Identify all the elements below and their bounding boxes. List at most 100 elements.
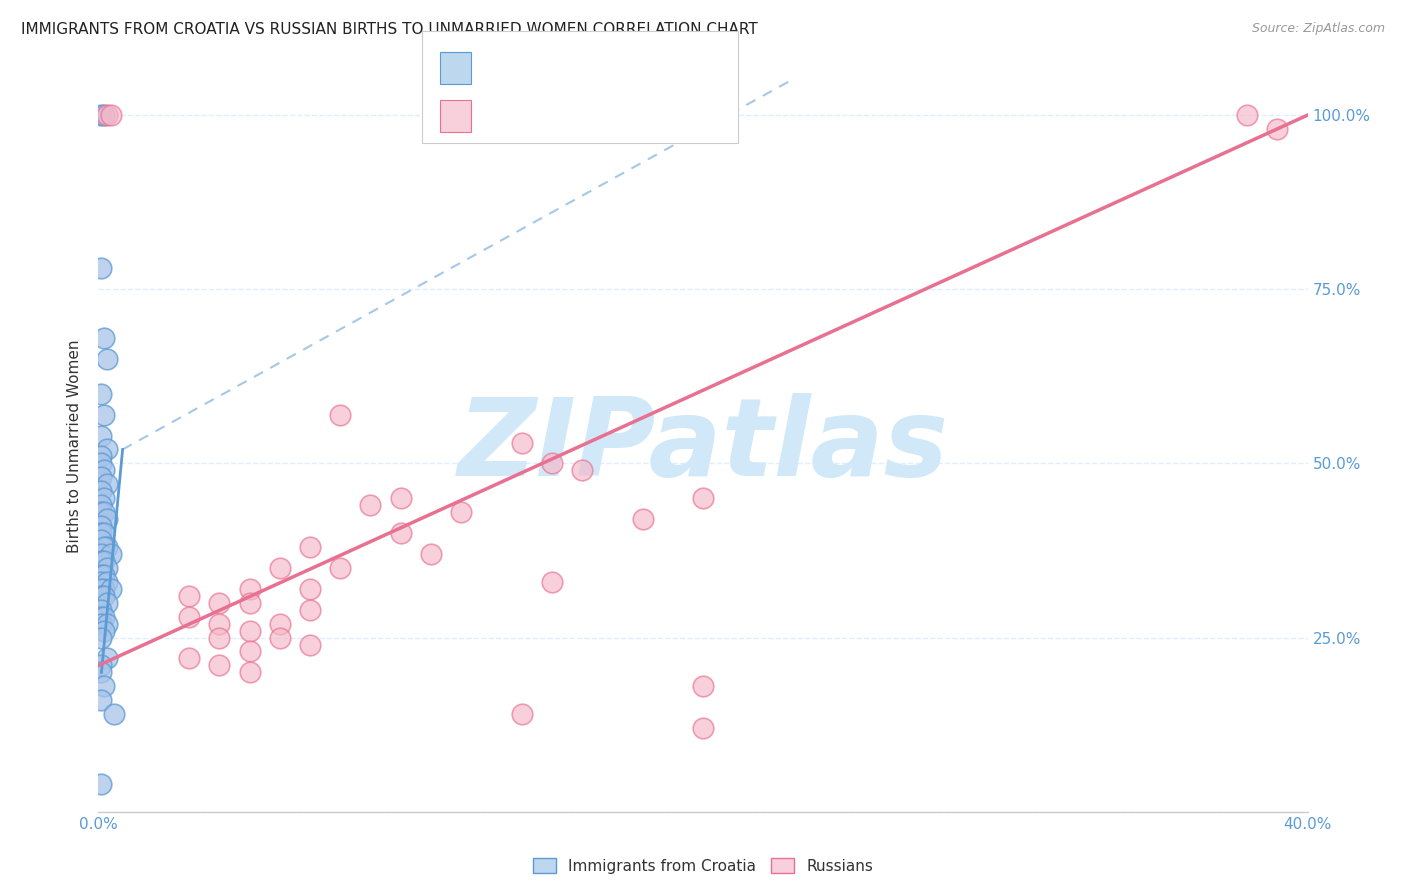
Point	[90, 693, 112, 707]
Point	[90, 567, 112, 582]
Point	[93, 624, 115, 638]
Point	[96, 351, 118, 366]
Point	[93, 408, 115, 422]
Point	[93, 589, 115, 603]
Point	[239, 596, 262, 610]
Point	[96, 561, 118, 575]
Point	[96, 596, 118, 610]
Point	[90, 261, 112, 276]
Point	[96, 616, 118, 631]
Point	[93, 463, 115, 477]
Point	[90, 665, 112, 680]
Point	[93, 526, 115, 541]
Point	[510, 707, 533, 722]
Point	[179, 651, 201, 665]
Point	[93, 679, 115, 693]
Text: N =: N =	[569, 107, 617, 125]
Point	[90, 386, 112, 401]
Point	[93, 491, 115, 506]
Text: N =: N =	[569, 59, 617, 77]
Point	[239, 644, 262, 658]
Point	[96, 108, 118, 122]
Point	[239, 665, 262, 680]
Point	[179, 589, 201, 603]
Point	[239, 582, 262, 596]
Point	[692, 491, 714, 506]
Legend: Immigrants from Croatia, Russians: Immigrants from Croatia, Russians	[533, 857, 873, 873]
Point	[179, 609, 201, 624]
Y-axis label: Births to Unmarried Women: Births to Unmarried Women	[67, 339, 83, 553]
Point	[96, 540, 118, 554]
Text: Source: ZipAtlas.com: Source: ZipAtlas.com	[1251, 22, 1385, 36]
Point	[90, 457, 112, 471]
Point	[90, 505, 112, 519]
Text: IMMIGRANTS FROM CROATIA VS RUSSIAN BIRTHS TO UNMARRIED WOMEN CORRELATION CHART: IMMIGRANTS FROM CROATIA VS RUSSIAN BIRTH…	[21, 22, 758, 37]
Point	[90, 450, 112, 464]
Point	[93, 554, 115, 568]
Point	[90, 603, 112, 617]
Point	[269, 631, 291, 645]
Point	[90, 631, 112, 645]
Point	[96, 574, 118, 589]
Point	[93, 582, 115, 596]
Point	[90, 533, 112, 547]
Point	[90, 609, 112, 624]
Point	[299, 582, 322, 596]
Point	[96, 651, 118, 665]
Point	[103, 707, 125, 722]
Point	[269, 561, 291, 575]
Point	[93, 609, 115, 624]
Text: 0.179: 0.179	[522, 59, 574, 77]
Point	[208, 658, 231, 673]
Point	[510, 435, 533, 450]
Point	[90, 547, 112, 561]
Point	[90, 582, 112, 596]
Point	[100, 547, 122, 561]
Point	[96, 442, 118, 457]
Point	[360, 498, 382, 512]
Point	[692, 721, 714, 735]
Point	[420, 547, 443, 561]
Point	[692, 679, 714, 693]
Point	[269, 616, 291, 631]
Text: 39: 39	[606, 107, 630, 125]
Text: R =: R =	[482, 107, 519, 125]
Point	[631, 512, 654, 526]
Point	[100, 108, 122, 122]
Point	[208, 631, 231, 645]
Point	[1236, 108, 1258, 122]
Point	[90, 658, 112, 673]
Point	[299, 638, 322, 652]
Point	[90, 428, 112, 442]
Point	[540, 457, 562, 471]
Point	[93, 505, 115, 519]
Point	[90, 108, 112, 122]
Point	[90, 484, 112, 499]
Point	[96, 512, 118, 526]
Point	[90, 589, 112, 603]
Text: ZIPatlas: ZIPatlas	[457, 393, 949, 499]
Point	[239, 624, 262, 638]
Point	[571, 463, 593, 477]
Point	[100, 582, 122, 596]
Point	[389, 526, 412, 541]
Text: 55: 55	[606, 59, 628, 77]
Point	[90, 470, 112, 484]
Point	[329, 408, 352, 422]
Point	[1267, 122, 1289, 136]
Point	[90, 526, 112, 541]
Point	[540, 574, 562, 589]
Text: 0.623: 0.623	[522, 107, 574, 125]
Point	[329, 561, 352, 575]
Point	[96, 477, 118, 491]
Text: R =: R =	[482, 59, 519, 77]
Point	[93, 540, 115, 554]
Point	[90, 616, 112, 631]
Point	[90, 519, 112, 533]
Point	[93, 108, 115, 122]
Point	[208, 616, 231, 631]
Point	[93, 331, 115, 345]
Point	[299, 603, 322, 617]
Point	[90, 554, 112, 568]
Point	[389, 491, 412, 506]
